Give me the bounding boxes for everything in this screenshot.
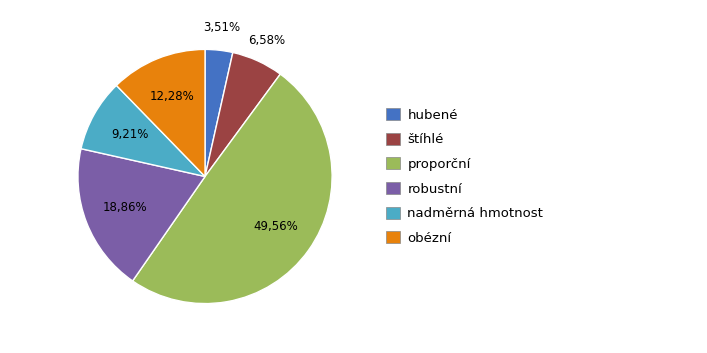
Legend: hubené, štíhlé, proporční, robustní, nadměrná hmotnost, obézní: hubené, štíhlé, proporční, robustní, nad… [386, 108, 544, 245]
Wedge shape [78, 149, 205, 281]
Text: 6,58%: 6,58% [249, 34, 286, 47]
Wedge shape [205, 49, 233, 176]
Text: 18,86%: 18,86% [103, 202, 147, 214]
Wedge shape [133, 74, 332, 304]
Text: 9,21%: 9,21% [111, 128, 148, 141]
Wedge shape [81, 85, 205, 176]
Text: 49,56%: 49,56% [253, 220, 298, 233]
Text: 12,28%: 12,28% [150, 90, 195, 103]
Wedge shape [117, 49, 205, 176]
Text: 3,51%: 3,51% [203, 21, 240, 34]
Wedge shape [205, 53, 280, 176]
